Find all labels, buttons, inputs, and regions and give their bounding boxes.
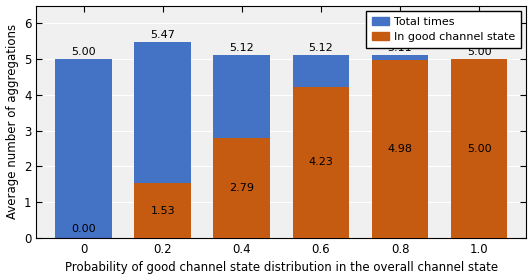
- Text: 1.53: 1.53: [151, 206, 175, 216]
- Text: 4.98: 4.98: [387, 144, 412, 154]
- Text: 5.00: 5.00: [72, 47, 96, 57]
- Bar: [213, 138, 270, 238]
- Bar: [451, 59, 508, 238]
- Text: 2.79: 2.79: [229, 183, 254, 193]
- Bar: [371, 60, 428, 238]
- Y-axis label: Average number of aggregations: Average number of aggregations: [5, 24, 19, 219]
- Text: 5.12: 5.12: [230, 43, 254, 53]
- Text: 5.12: 5.12: [309, 43, 334, 53]
- Bar: [293, 87, 350, 238]
- Text: 0.00: 0.00: [72, 225, 96, 234]
- Text: 4.23: 4.23: [309, 157, 334, 167]
- Bar: [451, 59, 508, 238]
- Bar: [135, 42, 192, 238]
- Bar: [371, 55, 428, 238]
- X-axis label: Probability of good channel state distribution in the overall channel state: Probability of good channel state distri…: [65, 262, 498, 274]
- Text: 5.00: 5.00: [467, 144, 492, 154]
- Bar: [55, 59, 112, 238]
- Bar: [135, 183, 192, 238]
- Text: 5.00: 5.00: [467, 47, 492, 57]
- Bar: [293, 55, 350, 238]
- Text: 5.11: 5.11: [388, 43, 412, 53]
- Bar: [213, 55, 270, 238]
- Legend: Total times, In good channel state: Total times, In good channel state: [367, 11, 521, 48]
- Text: 5.47: 5.47: [151, 30, 176, 40]
